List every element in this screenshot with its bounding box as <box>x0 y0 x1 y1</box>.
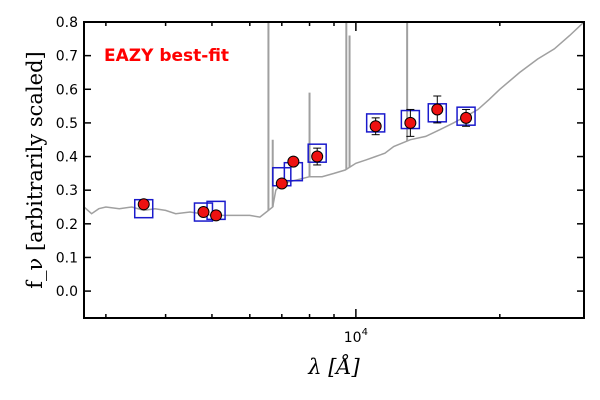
y-tick-label: 0.3 <box>56 183 78 199</box>
observed-flux-point <box>369 120 382 133</box>
y-tick-label: 0.0 <box>56 284 78 300</box>
x-axis-label: λ [Å] <box>307 354 360 379</box>
observed-flux-point <box>460 111 473 124</box>
y-axis-label: f_ν [arbitrarily scaled] <box>23 51 47 288</box>
observed-flux-point <box>287 155 300 168</box>
observed-flux-point <box>197 206 210 219</box>
observed-flux-point <box>275 177 288 190</box>
annotation-label: EAZY best-fit <box>104 46 229 66</box>
template-spectrum-line <box>84 22 584 218</box>
y-tick-label: 0.4 <box>56 150 78 166</box>
observed-flux-point <box>137 198 150 211</box>
y-tick-label: 0.2 <box>56 217 78 233</box>
x-tick-label: 104 <box>344 327 368 346</box>
y-tick-label: 0.7 <box>56 49 78 65</box>
y-tick-label: 0.5 <box>56 116 78 132</box>
observed-flux-point <box>210 209 223 222</box>
y-tick-label: 0.8 <box>56 15 78 31</box>
y-tick-label: 0.1 <box>56 250 78 266</box>
observed-flux-point <box>311 150 324 163</box>
y-tick-label: 0.6 <box>56 82 78 98</box>
observed-flux-point <box>431 103 444 116</box>
plot-frame <box>83 21 585 319</box>
observed-flux-point <box>404 116 417 129</box>
